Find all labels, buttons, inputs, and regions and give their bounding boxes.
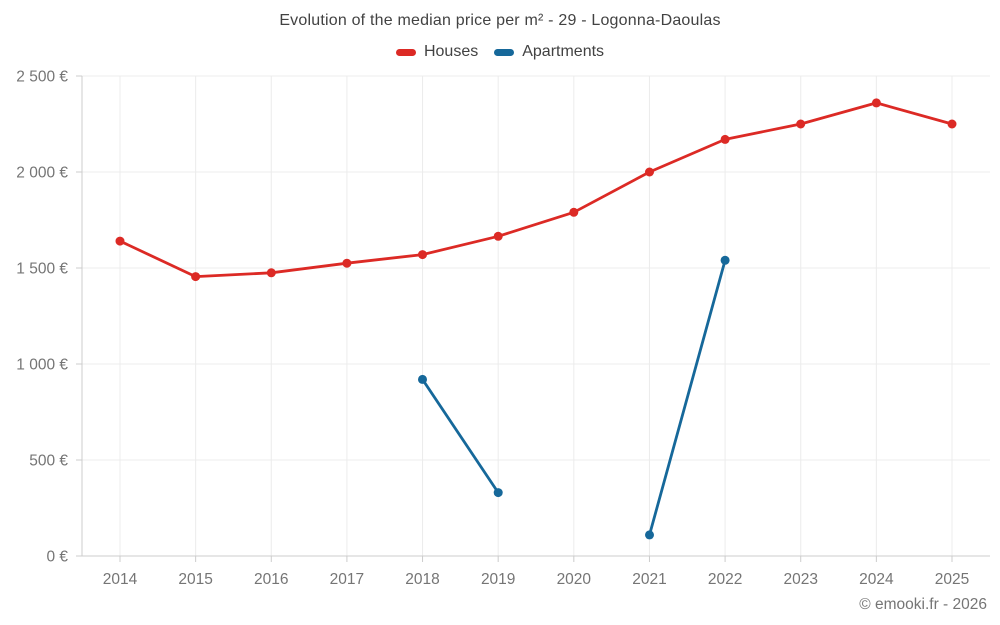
data-point-houses-2019[interactable]: [493, 231, 503, 241]
legend-item-apartments[interactable]: Apartments: [494, 43, 604, 61]
x-tick-label: 2014: [103, 571, 138, 588]
x-tick-label: 2025: [935, 571, 969, 588]
x-tick-label: 2024: [859, 571, 894, 588]
y-tick-label: 0 €: [46, 549, 68, 566]
data-point-houses-2025[interactable]: [947, 119, 957, 129]
y-tick-label: 1 000 €: [16, 357, 68, 374]
chart-title: Evolution of the median price per m² - 2…: [279, 12, 721, 29]
houses-series-swatch: [395, 48, 416, 56]
x-tick-label: 2015: [178, 571, 212, 588]
data-point-apartments-2019[interactable]: [493, 488, 503, 498]
data-point-apartments-2022[interactable]: [720, 255, 730, 265]
series-line-houses: [118, 101, 954, 278]
x-tick-label: 2022: [708, 571, 742, 588]
x-tick-label: 2023: [783, 571, 817, 588]
data-point-apartments-2021[interactable]: [645, 530, 654, 540]
data-point-houses-2018[interactable]: [418, 250, 427, 260]
data-point-houses-2024[interactable]: [871, 98, 881, 108]
x-tick-label: 2018: [405, 571, 439, 588]
legend: Houses Apartments: [0, 43, 1000, 61]
y-tick-label: 500 €: [29, 453, 68, 470]
y-tick-label: 2 000 €: [16, 165, 68, 182]
data-point-houses-2015[interactable]: [191, 272, 201, 282]
data-point-houses-2020[interactable]: [569, 207, 579, 217]
x-tick-label: 2021: [632, 571, 666, 588]
x-tick-label: 2016: [254, 571, 288, 588]
x-tick-label: 2020: [557, 571, 592, 588]
apartments-legend-label: Apartments: [522, 43, 605, 60]
data-point-houses-2014[interactable]: [115, 236, 125, 246]
data-point-houses-2016[interactable]: [266, 268, 276, 278]
copyright: © emooki.fr - 2026: [859, 596, 987, 613]
x-tick-label: 2019: [481, 571, 515, 588]
y-tick-label: 2 500 €: [16, 69, 68, 86]
series-line-apartments: [421, 258, 727, 537]
data-point-houses-2021[interactable]: [645, 167, 654, 177]
data-point-apartments-2018[interactable]: [418, 374, 427, 384]
legend-item-houses[interactable]: Houses: [395, 43, 479, 61]
x-tick-label: 2017: [330, 571, 364, 588]
data-point-houses-2017[interactable]: [342, 258, 352, 268]
data-point-houses-2022[interactable]: [720, 134, 730, 144]
houses-legend-label: Houses: [423, 43, 479, 60]
y-tick-label: 1 500 €: [16, 261, 68, 278]
apartments-series-swatch: [494, 48, 515, 56]
data-point-houses-2023[interactable]: [796, 119, 806, 129]
